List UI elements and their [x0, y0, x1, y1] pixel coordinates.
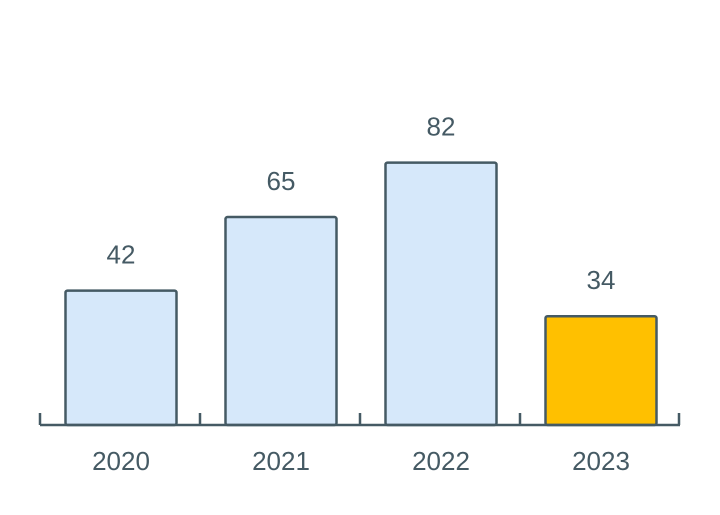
x-tick-label: 2021	[252, 446, 310, 476]
bars	[64, 161, 658, 427]
value-label: 34	[587, 265, 616, 295]
value-label: 42	[107, 239, 136, 269]
value-label: 82	[427, 111, 456, 141]
x-tick-label: 2020	[92, 446, 150, 476]
value-label: 65	[267, 166, 296, 196]
bar	[544, 314, 658, 427]
x-tick-label: 2022	[412, 446, 470, 476]
x-axis	[38, 413, 681, 427]
bar	[384, 161, 498, 427]
x-tick-label: 2023	[572, 446, 630, 476]
bar	[224, 215, 338, 427]
bar	[64, 289, 178, 427]
